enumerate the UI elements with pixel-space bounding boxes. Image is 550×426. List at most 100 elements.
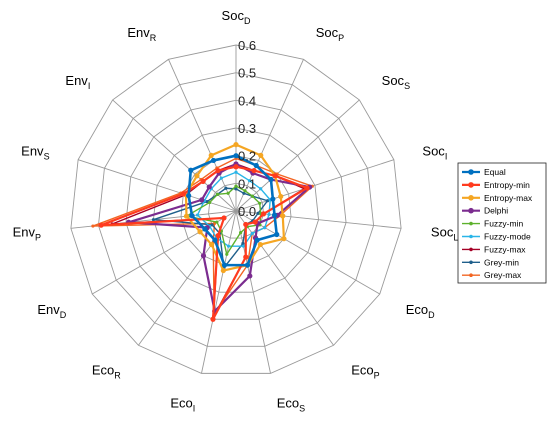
axis-label: SocP xyxy=(316,25,344,43)
legend-item: Grey-max xyxy=(462,270,522,280)
axis-label: EcoI xyxy=(170,396,195,414)
series-point xyxy=(188,167,194,173)
series-point xyxy=(247,273,253,279)
series-point xyxy=(280,213,286,219)
series-point xyxy=(183,213,190,219)
legend-label: Grey-max xyxy=(484,270,522,280)
series-point xyxy=(151,218,156,222)
series-point xyxy=(215,233,221,239)
legend-swatch-marker xyxy=(468,182,474,188)
series-point xyxy=(194,173,200,179)
axis-label: SocD xyxy=(222,8,251,26)
tick-label: 0.4 xyxy=(238,93,256,108)
series-point xyxy=(210,316,216,322)
series-point xyxy=(260,211,267,217)
legend-item: Equal xyxy=(462,167,506,177)
grid-ring xyxy=(97,72,375,347)
axis-label: SocS xyxy=(382,73,410,91)
series-point xyxy=(219,176,223,180)
radar-grid xyxy=(70,44,402,374)
axis-label: SocL xyxy=(431,224,458,242)
axis-label: EnvI xyxy=(65,73,90,91)
tick-label: 0.5 xyxy=(238,66,256,81)
series-point xyxy=(243,254,249,260)
series-point xyxy=(252,219,258,225)
grid-spoke xyxy=(235,59,304,212)
legend-label: Fuzzy-mode xyxy=(484,232,531,242)
series-point xyxy=(274,231,280,238)
tick-label: 0.0 xyxy=(238,204,256,219)
axis-label: EcoD xyxy=(406,302,435,320)
series-line xyxy=(152,187,269,269)
series-point xyxy=(272,173,278,179)
series-fuzzy-min xyxy=(184,184,263,256)
series-point xyxy=(215,220,219,224)
series-entropy-min xyxy=(98,164,310,322)
legend-swatch-marker xyxy=(469,247,473,252)
series-point xyxy=(258,201,262,205)
series-point xyxy=(226,244,231,248)
legend-label: Grey-min xyxy=(484,257,519,267)
series-point xyxy=(180,191,186,197)
series-line xyxy=(185,185,262,255)
grid-ring xyxy=(152,127,320,293)
series-point xyxy=(197,229,203,235)
legend-item: Fuzzy-max xyxy=(462,244,526,254)
legend-label: Fuzzy-min xyxy=(484,219,523,229)
series-point xyxy=(199,197,205,203)
series-point xyxy=(265,199,270,203)
series-point xyxy=(220,267,226,274)
series-point xyxy=(221,262,228,268)
series-point xyxy=(239,231,243,235)
series-point xyxy=(259,187,263,191)
series-point xyxy=(251,167,257,174)
legend-item: Fuzzy-min xyxy=(462,219,523,229)
legend-label: Equal xyxy=(484,167,506,177)
series-line xyxy=(127,162,311,313)
series-point xyxy=(243,221,249,228)
legend-item: Fuzzy-mode xyxy=(462,232,531,242)
series-point xyxy=(206,184,212,190)
series-point xyxy=(271,212,278,218)
axis-label: EnvD xyxy=(37,302,66,320)
series-point xyxy=(233,142,239,148)
series-point xyxy=(208,200,212,205)
legend-item: Entropy-max xyxy=(462,193,533,203)
axis-label: EnvP xyxy=(13,224,41,242)
series-point xyxy=(241,241,245,246)
series-delphi xyxy=(126,161,313,314)
grid-spoke xyxy=(235,159,395,212)
legend-item: Grey-min xyxy=(462,257,519,267)
series-point xyxy=(241,244,246,248)
grid-ring xyxy=(70,44,402,374)
series-point xyxy=(98,222,104,228)
series-point xyxy=(226,191,230,195)
axis-label: EnvR xyxy=(127,25,156,43)
legend-label: Entropy-max xyxy=(484,193,533,203)
series-point xyxy=(258,152,264,158)
axis-label: EcoP xyxy=(351,363,379,381)
axis-label: EcoR xyxy=(92,363,121,381)
series-line xyxy=(187,154,279,267)
series-point xyxy=(205,199,209,204)
series-line xyxy=(196,171,271,247)
series-point xyxy=(224,186,228,190)
tick-label: 0.1 xyxy=(238,176,256,191)
series-point xyxy=(200,178,206,184)
legend-item: Delphi xyxy=(462,206,508,216)
axis-label: SocI xyxy=(422,143,447,161)
axis-label: EnvS xyxy=(21,143,49,161)
series-point xyxy=(221,215,227,221)
legend-swatch-marker xyxy=(468,207,474,214)
series-point xyxy=(233,164,239,170)
series-point xyxy=(268,176,274,183)
series-point xyxy=(304,185,310,191)
legend-label: Entropy-min xyxy=(484,180,530,190)
series-point xyxy=(250,194,255,198)
radar-series xyxy=(91,142,314,322)
series-point xyxy=(234,184,238,188)
legend-swatch-marker xyxy=(469,234,473,239)
series-point xyxy=(210,223,214,227)
series-point xyxy=(257,241,263,248)
